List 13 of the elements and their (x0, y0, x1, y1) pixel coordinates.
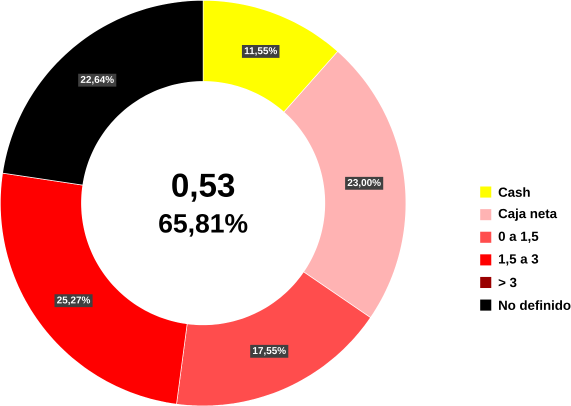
data-label: 25,27% (57, 296, 90, 305)
data-label: 17,55% (253, 346, 286, 356)
legend-label: No definido (499, 300, 570, 310)
legend-label: Cash (498, 187, 530, 197)
data-label: 11,55% (244, 47, 278, 56)
legend-label: Caja neta (498, 208, 558, 221)
text: 0,53 (172, 173, 234, 202)
data-label: 23,00% (348, 178, 381, 188)
legend-label: 1,5 a 3 (498, 254, 538, 266)
text: 65,81% (159, 214, 248, 236)
legend-label: 0 a 1,5 (498, 231, 538, 243)
data-label: 22,64% (80, 76, 114, 84)
legend-label: > 3 (498, 278, 516, 288)
